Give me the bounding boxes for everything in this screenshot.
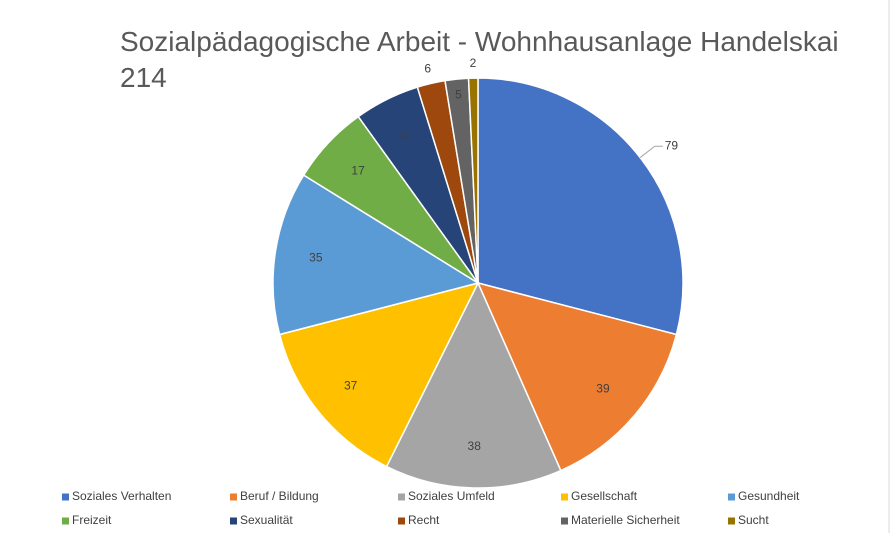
legend-label: Sexualität [240, 513, 293, 527]
data-label: 39 [596, 381, 610, 395]
data-label: 79 [665, 138, 679, 152]
data-label: 37 [344, 378, 358, 392]
legend-swatch [728, 517, 735, 525]
legend-label: Recht [408, 513, 440, 527]
legend-swatch [62, 493, 69, 501]
legend-swatch [561, 517, 568, 525]
data-label: 2 [470, 56, 477, 70]
legend-swatch [62, 517, 69, 525]
pie-slice [476, 281, 678, 472]
legend-label: Sucht [738, 513, 769, 527]
leader-line [639, 145, 663, 158]
legend-label: Materielle Sicherheit [571, 513, 680, 527]
pie-slice [385, 281, 562, 489]
legend-label: Gesellschaft [571, 489, 638, 503]
pie-slice [467, 77, 479, 284]
legend-swatch [398, 517, 405, 525]
legend-label: Beruf / Bildung [240, 489, 319, 503]
legend-label: Soziales Verhalten [72, 489, 171, 503]
data-label: 6 [424, 62, 431, 76]
legend-swatch [230, 493, 237, 501]
pie-slice [477, 77, 684, 336]
chart-title: Sozialpädagogische Arbeit - Wohnhausanla… [120, 26, 839, 93]
data-label: 38 [468, 439, 482, 453]
legend-swatch [561, 493, 568, 501]
data-label: 5 [455, 88, 462, 102]
pie-slice [272, 174, 480, 336]
legend-swatch [398, 493, 405, 501]
legend-label: Freizeit [72, 513, 112, 527]
data-label: 17 [351, 163, 365, 177]
legend-label: Gesundheit [738, 489, 800, 503]
data-label: 14 [398, 128, 412, 142]
legend-label: Soziales Umfeld [408, 489, 495, 503]
legend-swatch [728, 493, 735, 501]
legend-swatch [230, 517, 237, 525]
data-label: 35 [309, 251, 323, 265]
pie-slice [278, 281, 480, 468]
